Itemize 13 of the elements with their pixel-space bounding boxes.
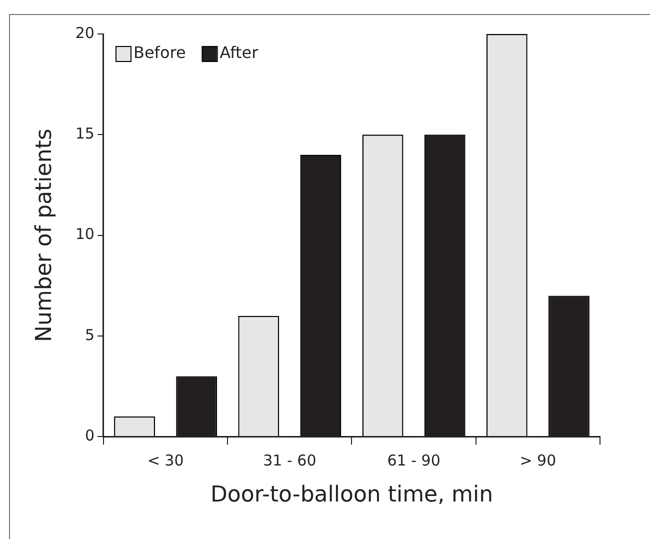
y-axis-title: Number of patients bbox=[32, 128, 57, 342]
x-tick-label: 31 - 60 bbox=[263, 451, 316, 470]
y-tick-label: 0 bbox=[84, 426, 94, 444]
x-tick-label: > 90 bbox=[520, 451, 556, 470]
x-tick-label: < 30 bbox=[147, 451, 184, 470]
x-tick-label: 61 - 90 bbox=[387, 451, 440, 470]
y-tick-label: 5 bbox=[84, 326, 94, 344]
y-tick-label: 20 bbox=[75, 24, 94, 42]
y-tick-label: 15 bbox=[75, 124, 94, 143]
x-axis-title: Door-to-balloon time, min bbox=[210, 482, 494, 508]
y-tick-label: 10 bbox=[75, 225, 94, 244]
legend-label: Before bbox=[133, 43, 186, 62]
legend-label: After bbox=[220, 43, 259, 62]
